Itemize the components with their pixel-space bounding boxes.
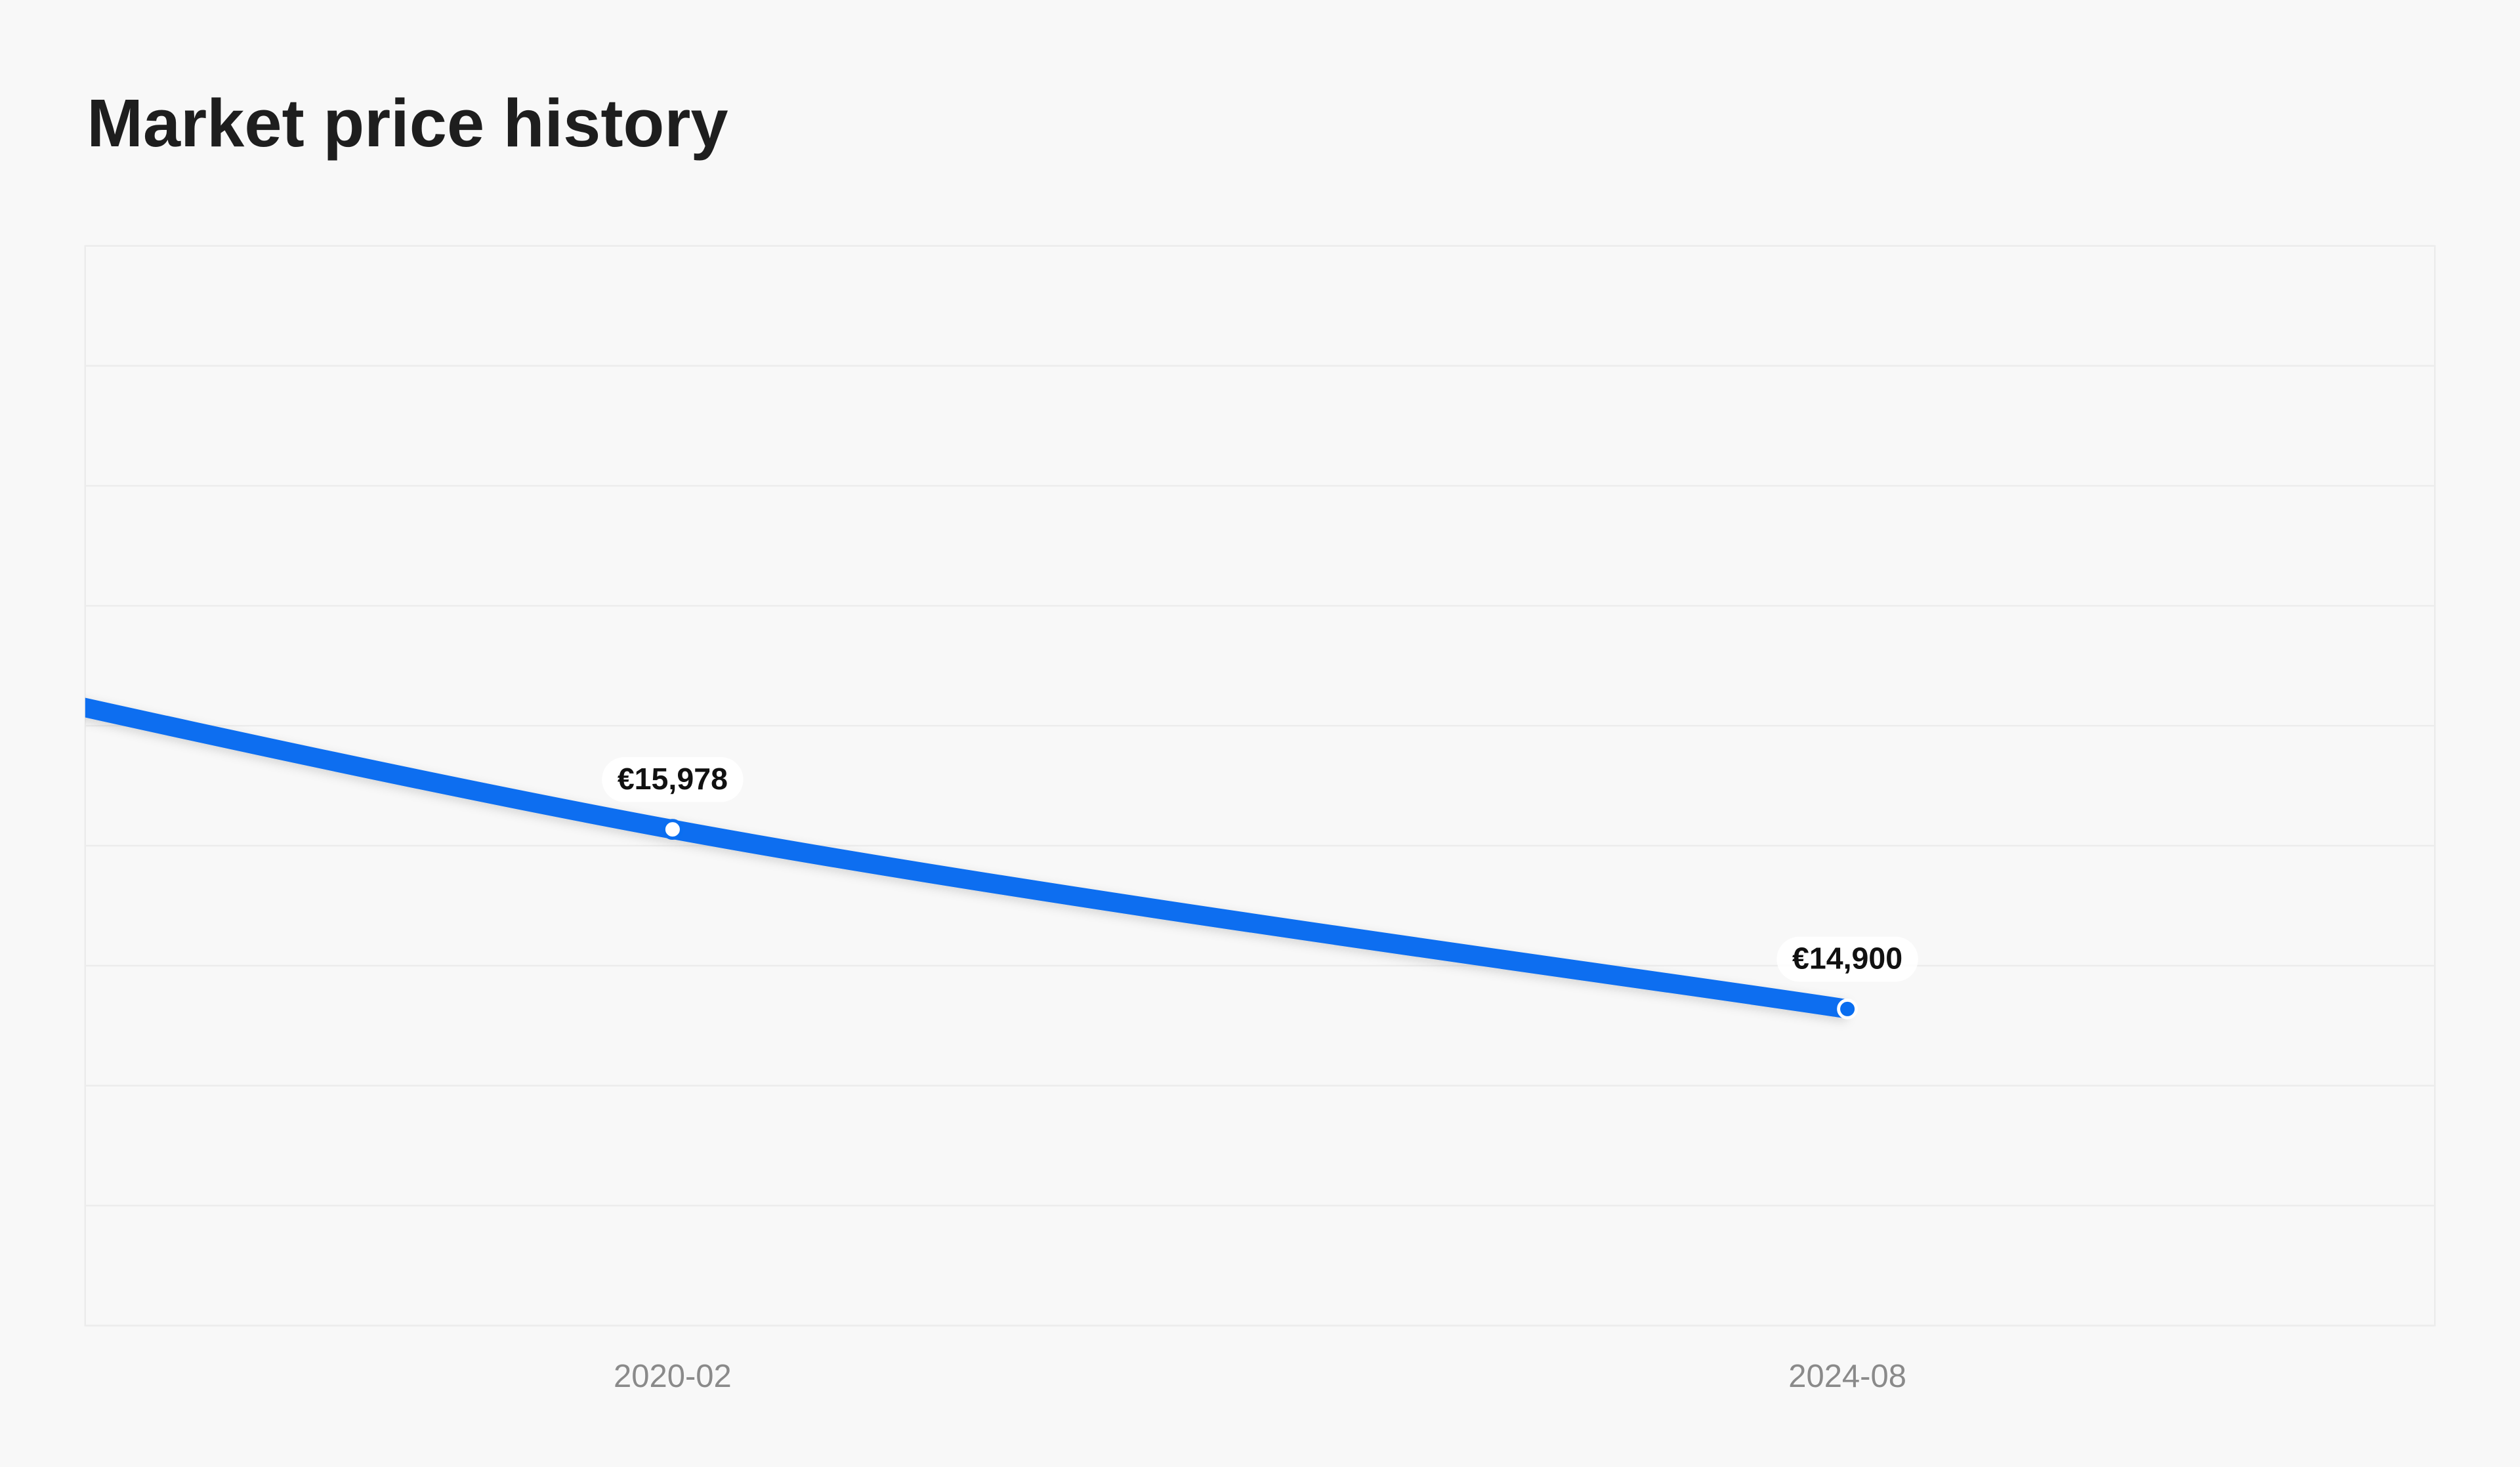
data-point (662, 819, 683, 840)
value-label-bg (1776, 936, 1918, 982)
x-tick-label: 2020-02 (614, 1359, 732, 1394)
value-label: €14,900 (1792, 941, 1902, 976)
data-point (1837, 998, 1858, 1020)
value-label: €15,978 (618, 762, 728, 796)
value-label-bg (602, 756, 744, 802)
chart-title: Market price history (87, 85, 728, 161)
x-tick-label: 2024-08 (1788, 1359, 1906, 1394)
